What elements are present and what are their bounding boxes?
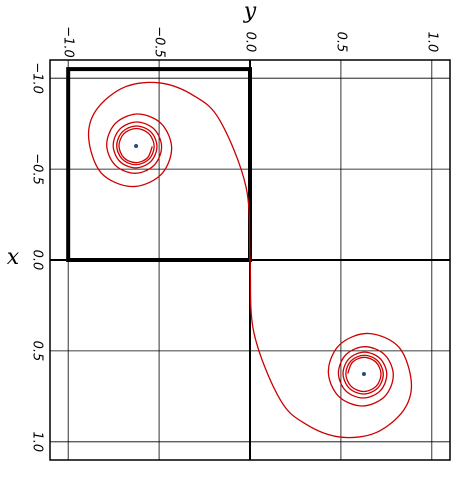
- y-tick-label: −0.5: [152, 26, 167, 58]
- x-tick-label: 0.5: [30, 341, 45, 362]
- y-tick-label: −1.0: [61, 26, 76, 58]
- y-tick-label: 0.5: [333, 32, 348, 53]
- limit-point: [132, 142, 140, 150]
- x-tick-label: −0.5: [30, 153, 45, 185]
- x-axis-title: x: [7, 245, 20, 270]
- x-tick-label: 0.0: [30, 250, 45, 271]
- plot-frame: [49, 59, 451, 461]
- x-tick-label: −1.0: [30, 62, 45, 94]
- y-axis-title: y: [243, 0, 257, 24]
- y-tick-label: 0.0: [243, 32, 258, 53]
- highlight-box: [66, 67, 252, 262]
- x-tick-label: 1.0: [30, 431, 45, 452]
- curve: [87, 81, 413, 439]
- limit-point: [360, 370, 368, 378]
- y-tick-label: 1.0: [424, 32, 439, 53]
